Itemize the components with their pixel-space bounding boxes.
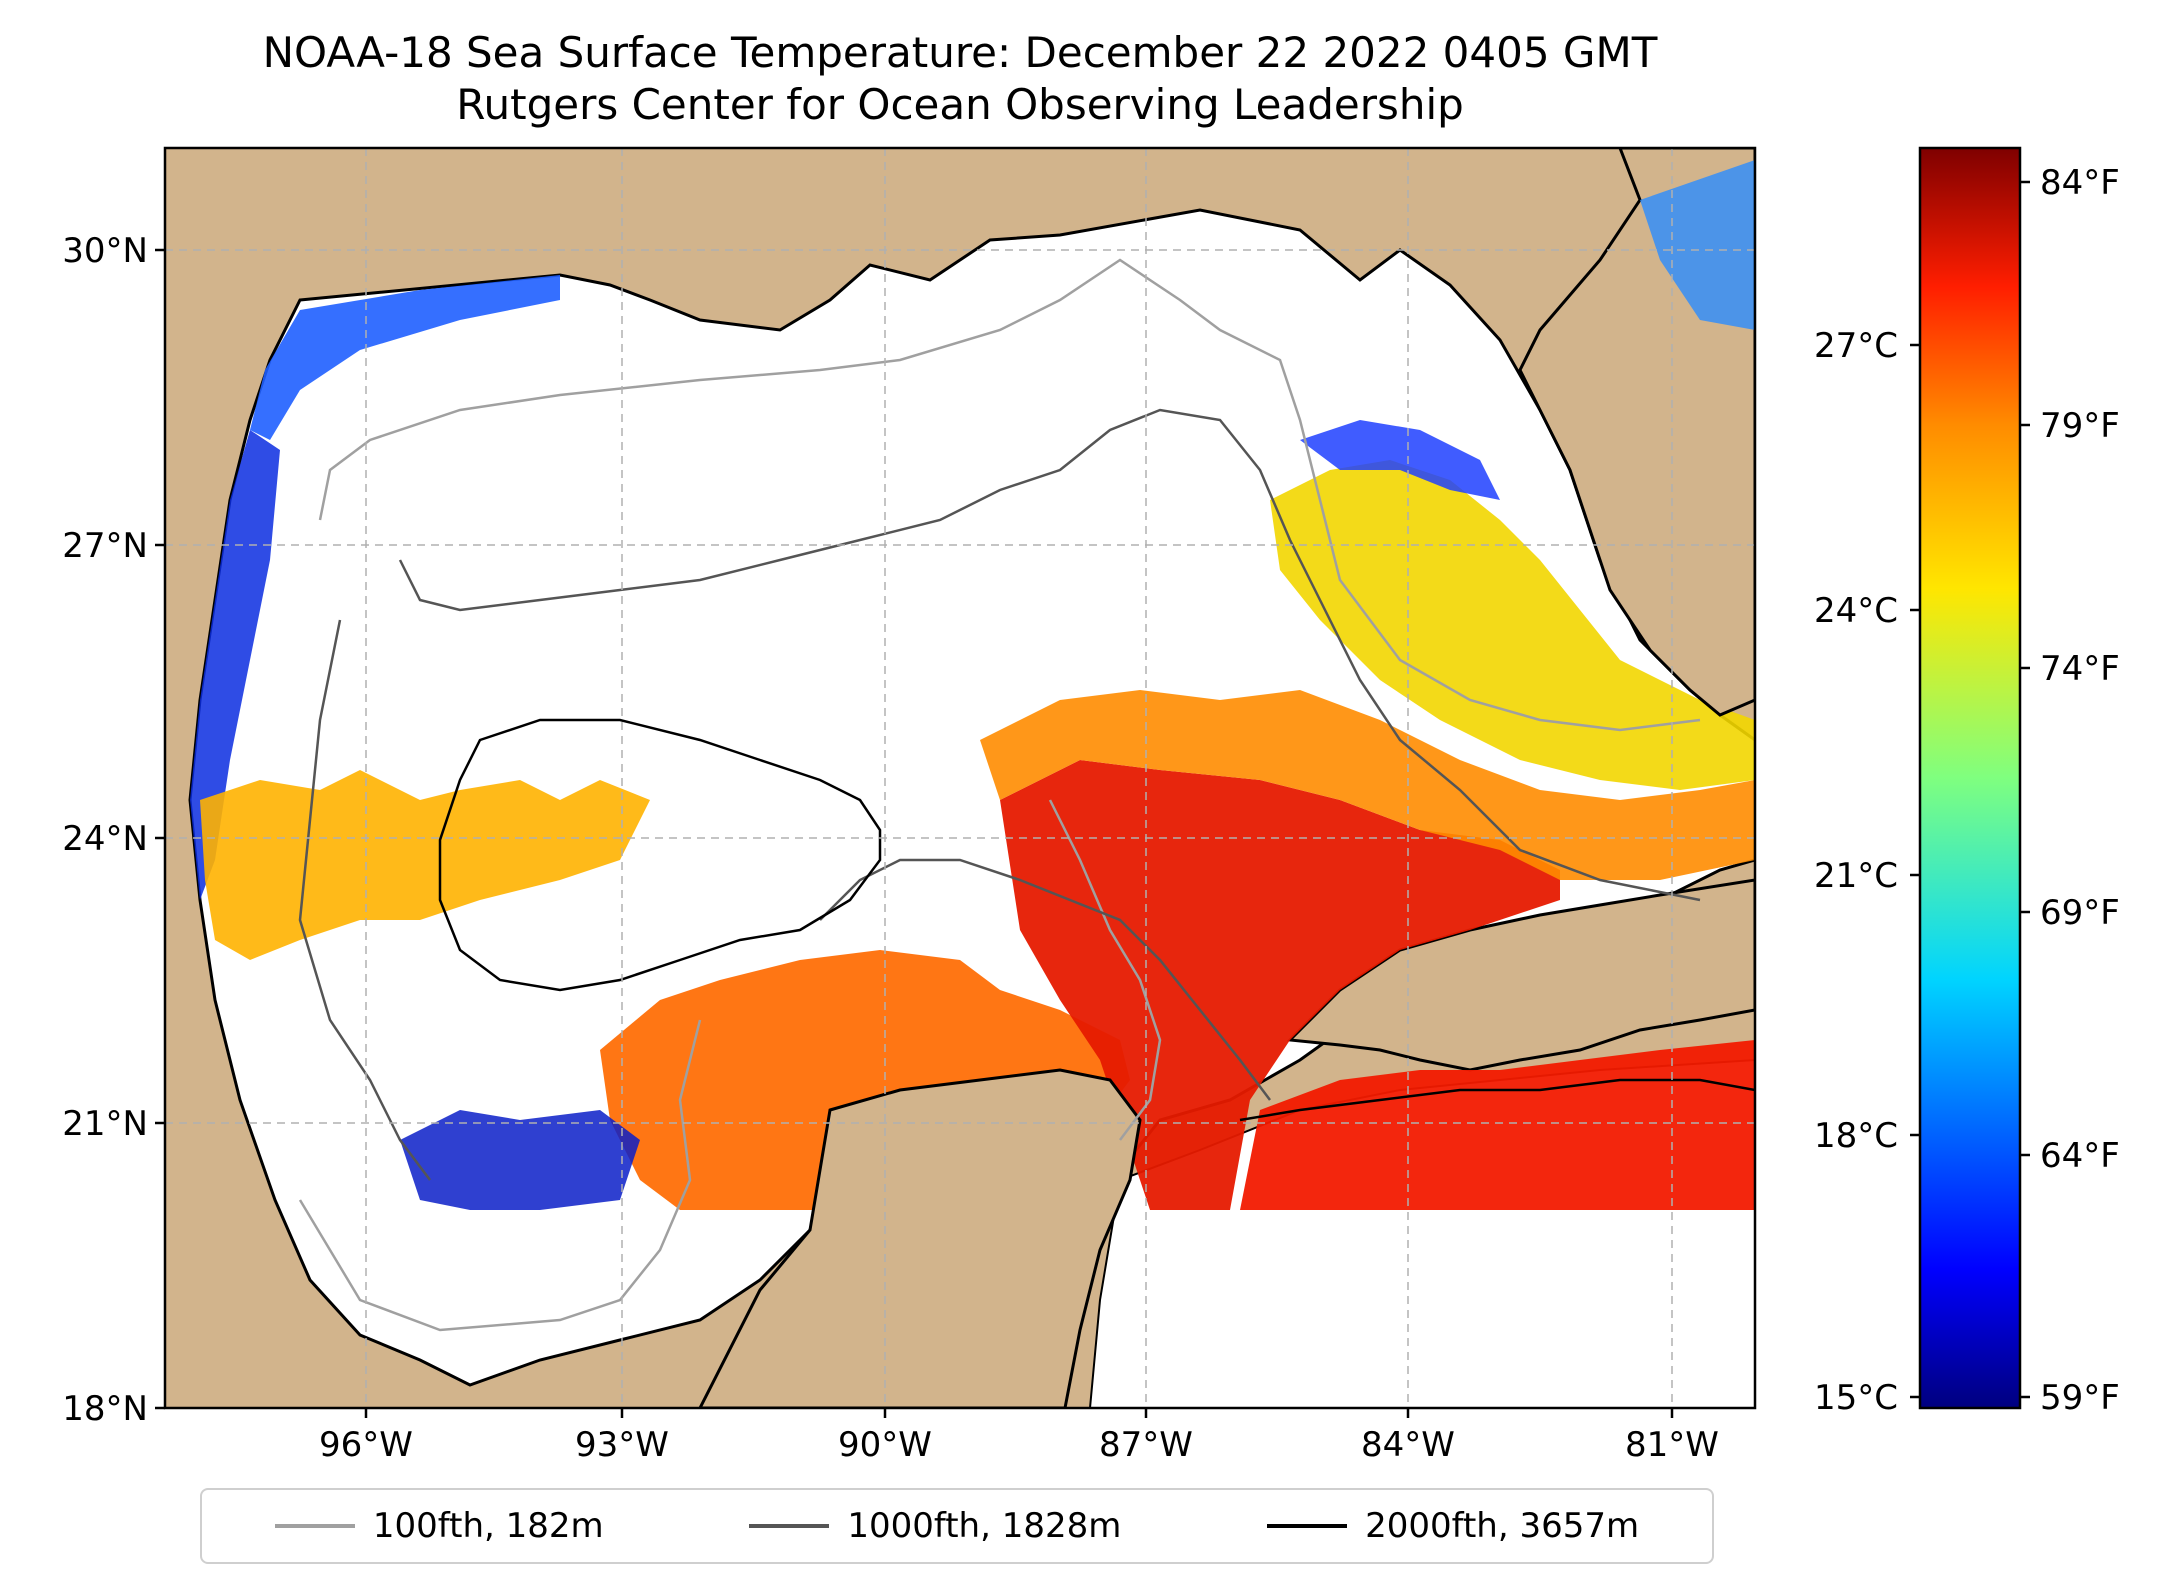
lon-label-90w: 90°W [838, 1425, 932, 1465]
colorbar-c-15: 15°C [1814, 1378, 1898, 1418]
legend-item-2000fth: 2000fth, 3657m [1267, 1506, 1639, 1546]
sst-sw-gulf [600, 950, 1130, 1210]
sst-florida-shelf-yellow [1270, 460, 1755, 790]
contour-100fth [298, 258, 1701, 1332]
lon-label-87w: 87°W [1099, 1425, 1193, 1465]
graticule [165, 148, 1755, 1408]
lat-label-18n: 18°N [62, 1389, 148, 1429]
sst-bay-of-campeche-cold [400, 1110, 640, 1210]
colorbar-c-27: 27°C [1814, 326, 1898, 366]
map-title: NOAA-18 Sea Surface Temperature: Decembe… [262, 28, 1658, 77]
colorbar-f-59: 59°F [2040, 1378, 2120, 1418]
sst-eastern-gulf-orange [980, 690, 1755, 880]
sst-south-caribbean-red [1240, 1040, 1755, 1210]
contour-legend: 100fth, 182m 1000fth, 1828m 2000fth, 365… [200, 1488, 1714, 1564]
lon-label-93w: 93°W [575, 1425, 669, 1465]
lon-label-96w: 96°W [319, 1425, 413, 1465]
sst-cold-west-coast [190, 430, 280, 900]
sst-cold-texas-coast [250, 275, 560, 440]
sst-western-gulf [200, 770, 650, 960]
colorbar-c-21: 21°C [1814, 856, 1898, 896]
colorbar-f-84: 84°F [2040, 163, 2120, 203]
colorbar-f-69: 69°F [2040, 893, 2120, 933]
legend-label-1000fth: 1000fth, 1828m [847, 1506, 1122, 1546]
legend-label-2000fth: 2000fth, 3657m [1365, 1506, 1640, 1546]
colorbar-c-18: 18°C [1814, 1116, 1898, 1156]
legend-item-1000fth: 1000fth, 1828m [749, 1506, 1121, 1546]
lon-label-84w: 84°W [1361, 1425, 1455, 1465]
sst-loop-current [1000, 760, 1560, 1210]
lat-label-21n: 21°N [62, 1104, 148, 1144]
lat-label-30n: 30°N [62, 231, 148, 271]
contour-1000fth [298, 408, 1701, 1181]
legend-item-100fth: 100fth, 182m [274, 1506, 604, 1546]
colorbar [1918, 146, 2022, 1410]
legend-label-100fth: 100fth, 182m [372, 1506, 604, 1546]
colorbar-c-24: 24°C [1814, 591, 1898, 631]
lon-label-81w: 81°W [1625, 1425, 1719, 1465]
lat-label-24n: 24°N [62, 819, 148, 859]
colorbar-f-74: 74°F [2040, 649, 2120, 689]
map-subtitle: Rutgers Center for Ocean Observing Leade… [456, 80, 1464, 129]
yucatan-land [698, 1068, 1142, 1408]
legend-line-100fth [274, 1524, 355, 1528]
legend-line-2000fth [1267, 1524, 1348, 1528]
colorbar-f-79: 79°F [2040, 406, 2120, 446]
lat-label-27n: 27°N [62, 526, 148, 566]
sst-florida-coast-cold [1300, 420, 1500, 500]
sst-atlantic-strip [1640, 160, 1755, 330]
legend-line-1000fth [749, 1524, 830, 1528]
colorbar-f-64: 64°F [2040, 1136, 2120, 1176]
contour-2000fth [438, 718, 1755, 1122]
map-frame [163, 146, 1757, 1410]
